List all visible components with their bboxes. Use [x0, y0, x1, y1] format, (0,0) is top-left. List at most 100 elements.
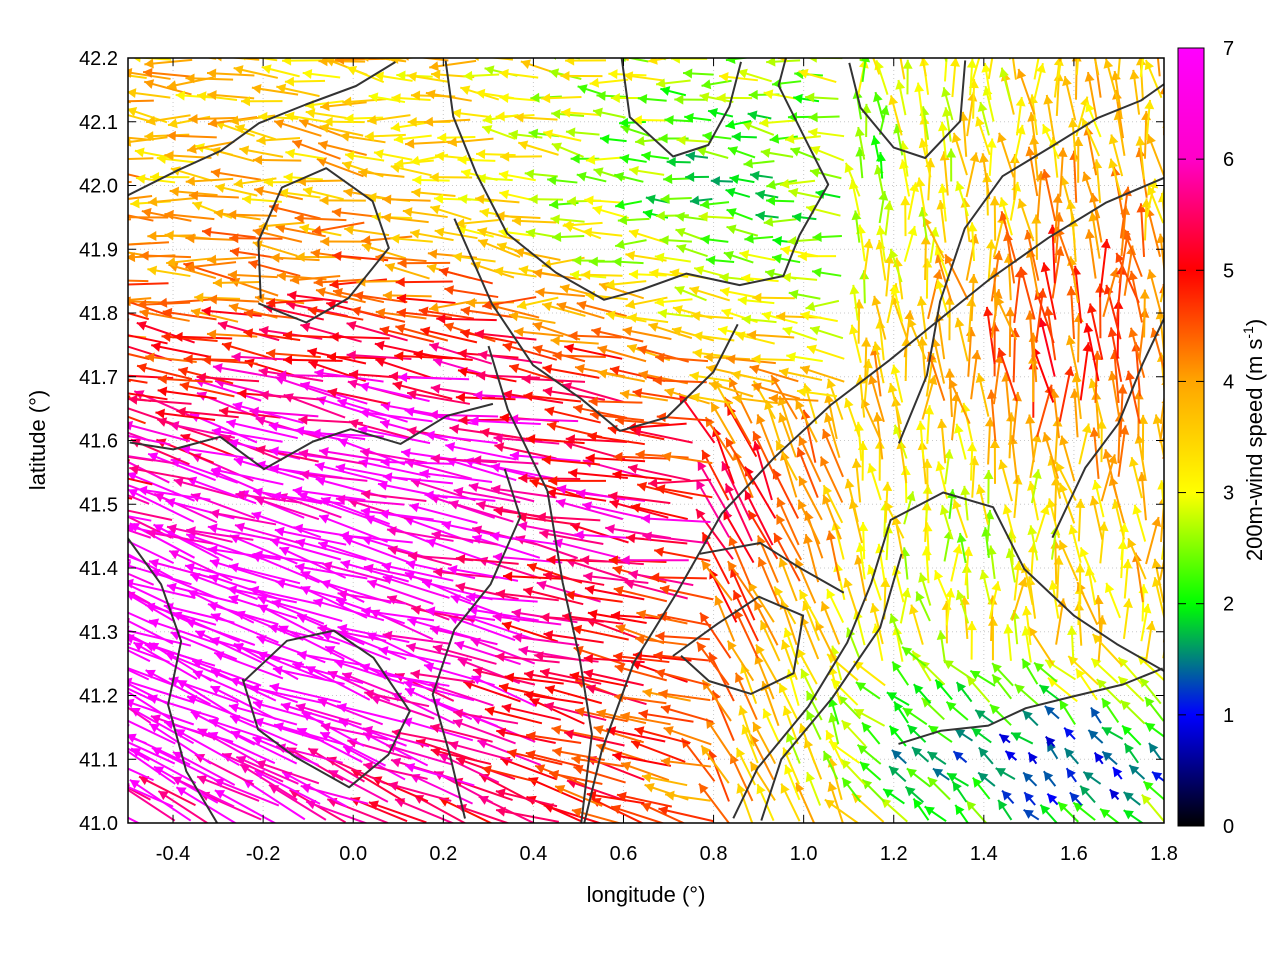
wind-vector — [214, 789, 277, 823]
colorbar-ticks: 0 1 2 3 4 5 6 7 — [1178, 38, 1234, 838]
wind-vector — [166, 130, 217, 141]
wind-vector — [741, 724, 759, 764]
wind-vector — [455, 218, 499, 229]
y-tick-label: 42.2 — [79, 48, 118, 70]
wind-vector — [176, 406, 239, 419]
wind-vector — [1011, 58, 1017, 80]
wind-vector — [701, 449, 730, 501]
wind-vector — [1118, 11, 1128, 57]
wind-vector — [988, 581, 1002, 620]
contour-line — [453, 218, 739, 432]
wind-vector — [58, 641, 124, 664]
wind-vector — [1135, 136, 1146, 180]
wind-vector — [460, 305, 515, 319]
wind-vector — [1138, 584, 1149, 622]
wind-vector — [619, 154, 647, 164]
wind-vector — [1038, 684, 1060, 701]
wind-vector — [726, 224, 759, 237]
wind-vector — [284, 111, 325, 123]
wind-vector — [1067, 625, 1078, 662]
wind-vector — [653, 650, 709, 662]
wind-vector — [999, 67, 1012, 102]
wind-vector — [235, 755, 299, 785]
wind-vector — [1057, 147, 1068, 197]
contour-line — [620, 58, 742, 158]
wind-vector — [924, 405, 935, 444]
wind-vector — [766, 179, 798, 190]
wind-vector — [205, 58, 217, 60]
wind-vector — [502, 389, 564, 404]
wind-vector — [971, 58, 981, 82]
wind-vector — [1139, 676, 1162, 705]
wind-vector — [128, 509, 173, 521]
wind-vector — [655, 631, 710, 642]
wind-vector — [166, 257, 213, 268]
wind-vector — [191, 659, 262, 687]
wind-vector — [779, 178, 816, 189]
wind-vector — [1033, 661, 1058, 683]
wind-vector — [565, 127, 600, 138]
wind-vector — [484, 706, 543, 725]
wind-vector — [654, 296, 693, 307]
wind-vector — [722, 509, 755, 564]
wind-vector — [251, 84, 299, 96]
wind-vector — [918, 572, 932, 606]
wind-vector — [674, 94, 707, 105]
wind-vector — [583, 668, 644, 687]
wind-vector — [591, 327, 644, 343]
wind-vector — [674, 286, 707, 302]
wind-vector — [388, 781, 452, 802]
wind-vector — [291, 139, 341, 160]
wind-vector — [148, 618, 219, 645]
wind-vector — [497, 58, 498, 59]
wind-vector — [128, 646, 170, 664]
wind-vector — [582, 501, 651, 521]
wind-vector — [564, 343, 623, 360]
wind-vector — [255, 759, 320, 785]
wind-vector — [945, 700, 969, 721]
wind-vector — [725, 437, 755, 486]
wind-vector — [943, 58, 948, 82]
wind-vector — [576, 171, 607, 183]
wind-vector — [1063, 727, 1076, 740]
wind-vector — [320, 722, 389, 741]
wind-vector — [307, 747, 365, 783]
wind-vector — [759, 620, 781, 662]
wind-vector — [916, 420, 927, 459]
wind-vector — [648, 322, 693, 340]
wind-vector — [977, 771, 996, 787]
wind-vector — [1046, 792, 1059, 806]
wind-vector — [240, 96, 283, 107]
wind-vector — [428, 409, 499, 420]
wind-vector — [524, 169, 558, 180]
wind-vector — [128, 378, 148, 384]
wind-vector — [128, 677, 193, 703]
wind-vector — [1145, 516, 1162, 565]
wind-vector — [844, 397, 861, 437]
wind-vector — [489, 531, 561, 546]
wind-vector — [1082, 771, 1102, 785]
wind-vector — [546, 488, 607, 502]
wind-vector — [522, 586, 584, 606]
wind-vector — [1125, 370, 1141, 424]
wind-vector — [359, 408, 433, 423]
wind-vector — [473, 58, 514, 62]
wind-vector — [655, 78, 691, 89]
wind-vector — [812, 232, 842, 243]
wind-vector — [216, 58, 260, 62]
wind-vector — [1102, 448, 1118, 498]
wind-vector — [1048, 580, 1060, 619]
wind-vector — [900, 465, 911, 504]
wind-vector — [1002, 504, 1017, 543]
wind-vector — [1075, 498, 1086, 542]
wind-vector — [451, 108, 492, 119]
wind-vector — [690, 311, 734, 322]
wind-vector — [871, 623, 884, 661]
wind-vector — [605, 279, 647, 290]
wind-vector — [341, 672, 406, 700]
wind-vector — [474, 329, 537, 341]
wind-vector — [353, 290, 408, 304]
wind-vector — [367, 114, 411, 125]
wind-vector — [390, 121, 430, 133]
